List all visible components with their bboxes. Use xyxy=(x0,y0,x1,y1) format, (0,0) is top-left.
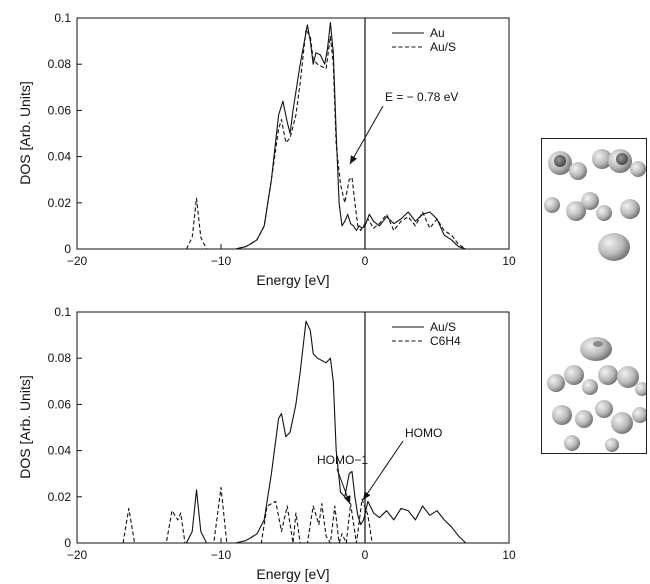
y-tick-label: 0.1 xyxy=(54,11,71,25)
plot-frame xyxy=(76,311,510,544)
legend-entry: Au/S xyxy=(430,320,456,334)
x-tick-label: −10 xyxy=(211,254,232,268)
series-line-au xyxy=(235,22,466,250)
y-tick-label: 0.02 xyxy=(48,196,72,210)
annotation-label: HOMO−1 xyxy=(317,453,368,467)
annotation-arrowhead xyxy=(363,491,371,500)
y-tick-label: 0.06 xyxy=(48,397,72,411)
y-tick-label: 0.08 xyxy=(48,351,72,365)
x-axis-label: Energy [eV] xyxy=(256,272,329,288)
y-tick-label: 0.08 xyxy=(48,57,72,71)
legend-entry: Au/S xyxy=(430,40,456,54)
annotation-arrow xyxy=(362,440,404,501)
isosurface-illustration xyxy=(544,149,646,452)
annotation-arrowhead xyxy=(350,155,357,164)
x-tick-label: 0 xyxy=(362,548,369,562)
y-tick-label: 0.02 xyxy=(48,490,72,504)
y-tick-label: 0.04 xyxy=(48,150,72,164)
x-axis-label: Energy [eV] xyxy=(256,566,329,582)
series-line-au-s xyxy=(185,320,467,544)
legend-entry: Au xyxy=(430,26,445,40)
y-tick-label: 0.1 xyxy=(54,305,71,319)
orbital-isosurface-image xyxy=(541,138,647,454)
x-tick-label: 10 xyxy=(502,254,516,268)
series-line-c6h4 xyxy=(122,487,394,544)
x-tick-label: −20 xyxy=(67,254,88,268)
y-axis-label: DOS [Arb. Units] xyxy=(17,81,33,184)
annotation-label: E = − 0.78 eV xyxy=(385,90,458,104)
plot-frame xyxy=(76,17,510,250)
upper-orbital-cluster xyxy=(544,149,646,261)
y-tick-label: 0 xyxy=(64,242,71,256)
x-tick-label: 0 xyxy=(362,254,369,268)
x-tick-label: −10 xyxy=(211,548,232,562)
annotation-arrow xyxy=(349,105,384,165)
annotation-label: HOMO xyxy=(405,426,442,440)
y-axis-label: DOS [Arb. Units] xyxy=(17,375,33,478)
annotation-arrowhead xyxy=(343,495,351,504)
x-tick-label: −20 xyxy=(67,548,88,562)
series-line-au-s xyxy=(185,29,467,250)
legend-entry: C6H4 xyxy=(430,334,461,348)
x-tick-label: 10 xyxy=(502,548,516,562)
y-tick-label: 0 xyxy=(64,536,71,550)
lower-orbital-cluster xyxy=(547,337,646,452)
y-tick-label: 0.06 xyxy=(48,103,72,117)
y-tick-label: 0.04 xyxy=(48,444,72,458)
